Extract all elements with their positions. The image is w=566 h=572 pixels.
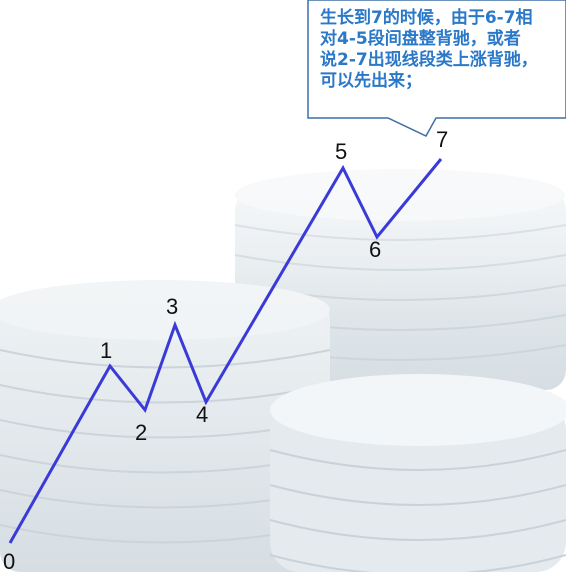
- callout-text: 生长到7的时候，由于6-7相 对4-5段间盘整背驰，或者 说2-7出现线段类上涨…: [320, 8, 566, 92]
- wave-point-label-6: 6: [369, 237, 381, 262]
- callout-line-1: 生长到7的时候，由于6-7相: [320, 8, 533, 28]
- wave-point-label-1: 1: [100, 338, 112, 363]
- callout-bubble: [307, 0, 566, 137]
- wave-point-label-5: 5: [335, 139, 347, 164]
- callout-line-4: 可以先出来；: [320, 71, 422, 91]
- wave-point-label-0: 0: [3, 549, 15, 572]
- callout-line-2: 对4-5段间盘整背驰，或者: [320, 29, 521, 49]
- callout-line-3: 说2-7出现线段类上涨背驰，: [320, 50, 538, 70]
- wave-line: [8, 158, 443, 544]
- wave-point-label-2: 2: [135, 420, 147, 445]
- wave-point-label-3: 3: [166, 294, 178, 319]
- wave-point-label-7: 7: [436, 127, 448, 152]
- wave-point-label-4: 4: [196, 402, 208, 427]
